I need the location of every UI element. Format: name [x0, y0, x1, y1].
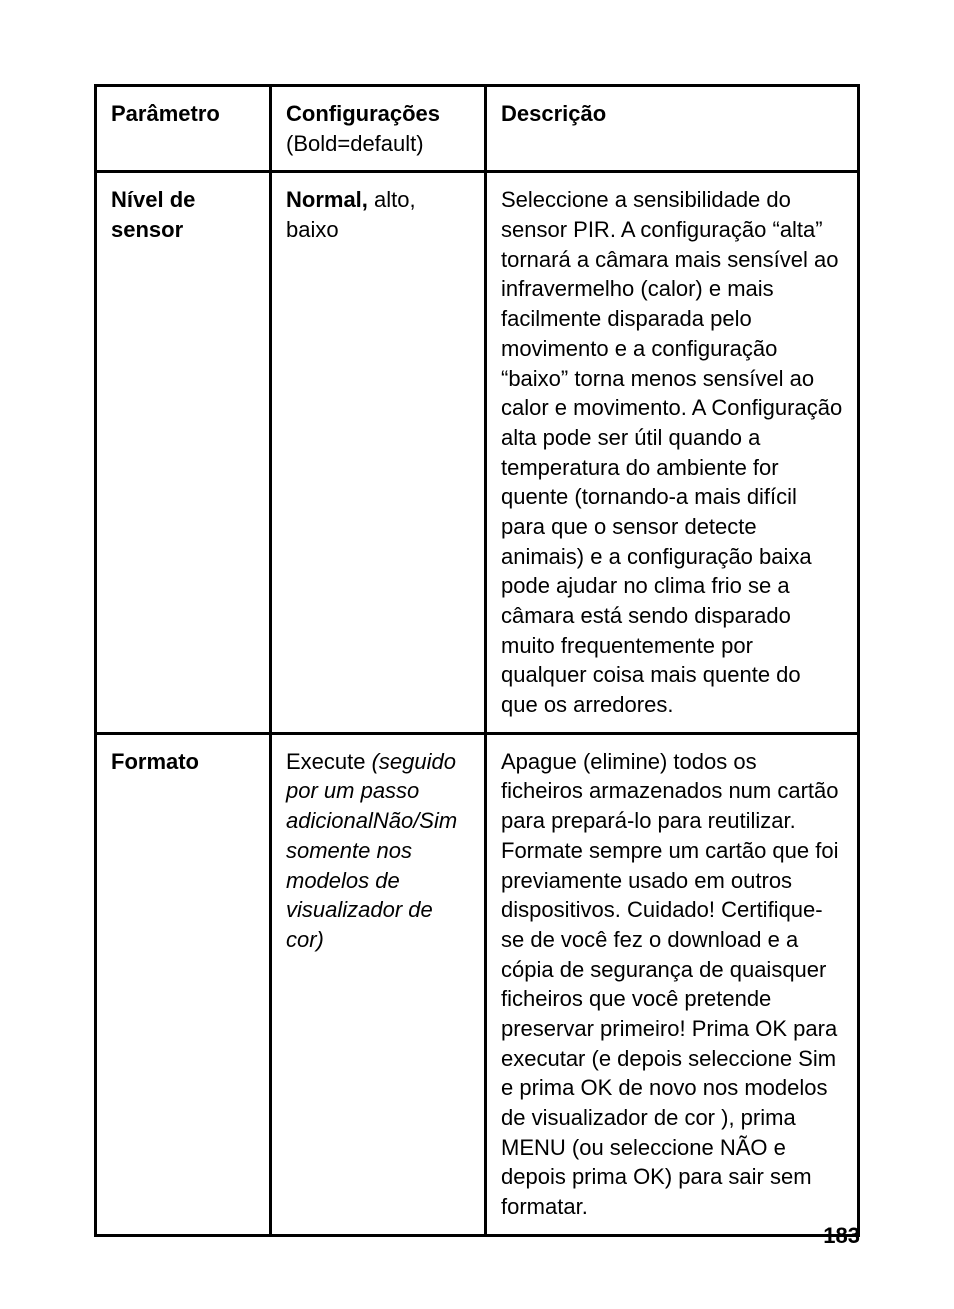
cell-config: Normal, alto, baixo	[271, 172, 486, 733]
cell-desc: Apague (elimine) todos os ficheiros arma…	[486, 733, 859, 1235]
page-number: 183	[823, 1223, 860, 1249]
config-italic: (seguido por um passo adicionalNão/Sim s…	[286, 749, 457, 952]
cell-param: Formato	[96, 733, 271, 1235]
table-header-row: Parâmetro Configurações (Bold=default) D…	[96, 86, 859, 172]
parameters-table: Parâmetro Configurações (Bold=default) D…	[94, 84, 860, 1237]
config-rest: Execute	[286, 749, 372, 774]
cell-config: Execute (seguido por um passo adicionalN…	[271, 733, 486, 1235]
header-config-main: Configurações	[286, 101, 440, 126]
cell-desc: Seleccione a sensibilidade do sensor PIR…	[486, 172, 859, 733]
config-bold: Normal,	[286, 187, 368, 212]
header-desc: Descrição	[486, 86, 859, 172]
table-row: Nível de sensor Normal, alto, baixo Sele…	[96, 172, 859, 733]
header-config-note: (Bold=default)	[286, 131, 424, 156]
table-row: Formato Execute (seguido por um passo ad…	[96, 733, 859, 1235]
header-config: Configurações (Bold=default)	[271, 86, 486, 172]
cell-param: Nível de sensor	[96, 172, 271, 733]
header-param: Parâmetro	[96, 86, 271, 172]
